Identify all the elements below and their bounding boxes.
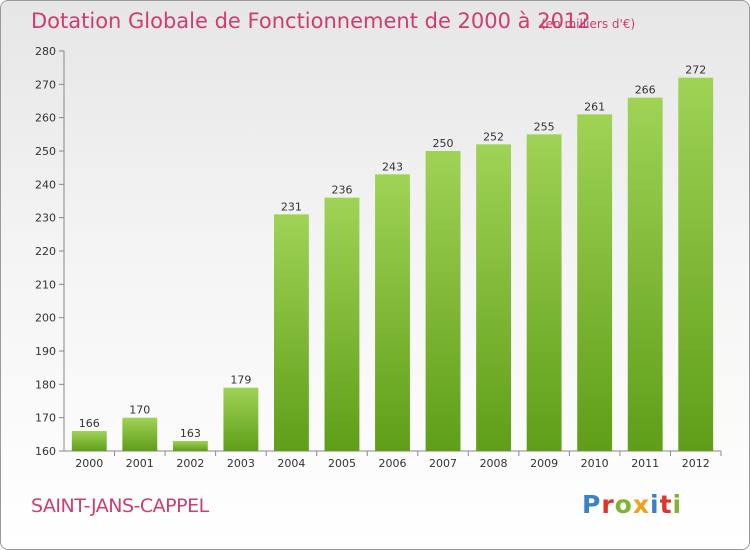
bar-2010 bbox=[577, 114, 613, 451]
x-tick-label-2003: 2003 bbox=[227, 457, 255, 470]
bar-2002 bbox=[172, 441, 208, 451]
logo-letter: P bbox=[582, 490, 602, 519]
bar-2004 bbox=[273, 214, 309, 451]
bar-2007 bbox=[425, 151, 461, 451]
y-tick-label: 220 bbox=[35, 245, 56, 258]
data-label-2012: 272 bbox=[685, 64, 706, 77]
bar-2012 bbox=[678, 77, 714, 452]
data-label-2008: 252 bbox=[483, 130, 504, 143]
y-tick-label: 260 bbox=[35, 112, 56, 125]
x-tick-label-2005: 2005 bbox=[328, 457, 356, 470]
y-tick-label: 160 bbox=[35, 445, 56, 458]
bar-2009 bbox=[526, 134, 562, 452]
chart-title: Dotation Globale de Fonctionnement de 20… bbox=[31, 9, 591, 33]
proxiti-logo[interactable]: Proxiti bbox=[582, 490, 682, 519]
bar-2003 bbox=[223, 387, 259, 451]
data-label-2007: 250 bbox=[433, 137, 454, 150]
bar-2000 bbox=[71, 431, 107, 451]
data-label-2006: 243 bbox=[382, 160, 403, 173]
logo-letter: i bbox=[672, 490, 683, 519]
data-label-2002: 163 bbox=[180, 427, 201, 440]
y-tick-label: 250 bbox=[35, 145, 56, 158]
logo-letter: i bbox=[650, 490, 660, 519]
logo-letter: o bbox=[614, 490, 633, 519]
y-tick-label: 170 bbox=[35, 412, 56, 425]
y-tick-label: 190 bbox=[35, 345, 56, 358]
x-tick-label-2009: 2009 bbox=[530, 457, 558, 470]
x-tick-label-2006: 2006 bbox=[379, 457, 407, 470]
y-tick-label: 230 bbox=[35, 212, 56, 225]
x-tick-label-2007: 2007 bbox=[429, 457, 457, 470]
bar-2011 bbox=[627, 97, 663, 452]
x-tick-label-2004: 2004 bbox=[277, 457, 305, 470]
bar-2005 bbox=[324, 197, 360, 451]
bar-2001 bbox=[122, 417, 158, 451]
y-tick-label: 200 bbox=[35, 312, 56, 325]
data-label-2010: 261 bbox=[584, 100, 605, 113]
x-tick-label-2011: 2011 bbox=[631, 457, 659, 470]
data-label-2004: 231 bbox=[281, 200, 302, 213]
x-tick-label-2012: 2012 bbox=[682, 457, 710, 470]
data-label-2009: 255 bbox=[534, 120, 555, 133]
bar-2008 bbox=[476, 144, 512, 452]
data-label-2003: 179 bbox=[230, 374, 251, 387]
data-label-2000: 166 bbox=[79, 417, 100, 430]
chart-unit: (en milliers d'€) bbox=[541, 17, 636, 31]
x-tick-label-2001: 2001 bbox=[126, 457, 154, 470]
data-label-2005: 236 bbox=[331, 184, 352, 197]
y-tick-label: 270 bbox=[35, 78, 56, 91]
logo-letter: r bbox=[601, 490, 615, 519]
x-tick-label-2000: 2000 bbox=[75, 457, 103, 470]
x-tick-label-2010: 2010 bbox=[581, 457, 609, 470]
y-tick-label: 180 bbox=[35, 378, 56, 391]
y-tick-label: 280 bbox=[35, 45, 56, 58]
y-tick-label: 240 bbox=[35, 178, 56, 191]
bar-2006 bbox=[375, 174, 410, 452]
data-label-2001: 170 bbox=[129, 404, 150, 417]
x-tick-label-2008: 2008 bbox=[480, 457, 508, 470]
city-name: SAINT-JANS-CAPPEL bbox=[31, 495, 209, 517]
y-tick-label: 210 bbox=[35, 278, 56, 291]
logo-letter: t bbox=[659, 490, 673, 519]
x-tick-label-2002: 2002 bbox=[176, 457, 204, 470]
data-label-2011: 266 bbox=[635, 84, 656, 97]
logo-letter: x bbox=[632, 490, 650, 519]
